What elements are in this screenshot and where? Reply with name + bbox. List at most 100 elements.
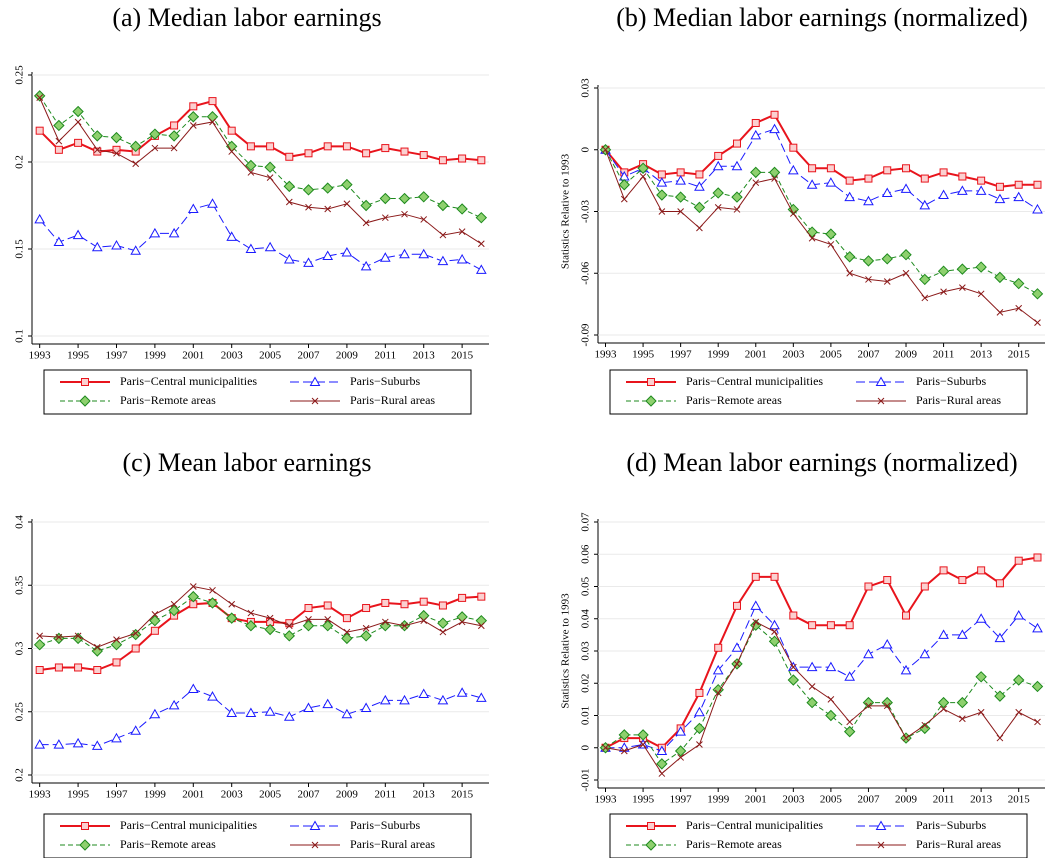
- marker: [881, 696, 893, 709]
- marker: [477, 156, 486, 165]
- marker: [647, 822, 655, 830]
- x-tick-label: 2001: [182, 789, 204, 801]
- marker: [902, 611, 911, 620]
- legend-label: Paris−Rural areas: [350, 837, 435, 851]
- marker: [264, 623, 276, 636]
- panel: (b) Median labor earnings (normalized) St…: [560, 3, 1045, 415]
- marker: [437, 199, 449, 212]
- series-line: [605, 128, 1038, 210]
- marker: [620, 195, 628, 203]
- x-tick-label: 2003: [782, 794, 805, 806]
- marker: [226, 707, 238, 718]
- marker: [733, 660, 741, 668]
- marker: [458, 154, 467, 163]
- marker: [658, 770, 666, 777]
- marker: [437, 255, 449, 266]
- marker: [789, 663, 797, 671]
- marker: [131, 644, 140, 653]
- marker: [677, 754, 684, 761]
- marker: [714, 204, 722, 211]
- marker: [418, 609, 430, 622]
- x-tick-label: 2009: [895, 794, 918, 806]
- marker: [381, 618, 389, 626]
- marker: [770, 572, 779, 581]
- marker: [322, 698, 334, 709]
- marker: [937, 265, 950, 277]
- marker: [79, 839, 91, 851]
- y-tick-label: 0.05: [580, 576, 592, 596]
- legend-label: Paris−Rural areas: [916, 393, 1001, 407]
- marker: [827, 241, 835, 248]
- marker: [53, 119, 65, 132]
- marker: [311, 397, 319, 405]
- marker: [883, 278, 891, 285]
- marker: [72, 632, 84, 645]
- marker: [875, 376, 887, 386]
- marker: [696, 224, 703, 232]
- x-tick-label: 1993: [29, 350, 52, 362]
- marker: [693, 201, 706, 214]
- marker: [343, 200, 351, 208]
- marker: [93, 643, 101, 651]
- marker: [74, 118, 82, 126]
- marker: [53, 739, 65, 749]
- marker: [93, 146, 101, 154]
- marker: [309, 820, 321, 830]
- marker: [1013, 674, 1025, 686]
- marker: [55, 633, 63, 641]
- marker: [937, 696, 950, 709]
- y-tick-label: 0.06: [580, 544, 592, 564]
- x-tick-label: 1997: [105, 350, 128, 362]
- marker: [113, 149, 120, 157]
- marker: [919, 648, 931, 659]
- series-line: [39, 688, 482, 747]
- marker: [902, 269, 910, 277]
- marker: [189, 583, 197, 590]
- marker: [877, 841, 885, 849]
- marker: [883, 702, 891, 710]
- marker: [1013, 277, 1025, 290]
- marker: [994, 193, 1006, 204]
- legend-label: Paris−Central municipalities: [686, 818, 823, 832]
- marker: [170, 600, 178, 608]
- marker: [150, 626, 159, 635]
- y-tick-label: 0.2: [14, 155, 26, 169]
- marker: [863, 195, 874, 206]
- marker: [168, 227, 180, 238]
- marker: [322, 250, 334, 260]
- marker: [789, 143, 798, 152]
- x-tick-label: 2013: [970, 794, 993, 806]
- series-line: [605, 149, 1038, 324]
- marker: [751, 572, 760, 581]
- marker: [341, 246, 353, 257]
- panel: (d) Mean labor earnings (normalized) Stat…: [560, 448, 1045, 858]
- x-tick-label: 2005: [259, 789, 282, 801]
- marker: [266, 174, 274, 182]
- x-tick-label: 1995: [67, 789, 90, 801]
- marker: [994, 632, 1006, 643]
- marker: [362, 149, 371, 158]
- marker: [456, 253, 468, 264]
- x-tick-label: 1995: [67, 350, 90, 362]
- marker: [418, 248, 430, 259]
- marker: [656, 189, 668, 201]
- marker: [881, 253, 893, 265]
- marker: [456, 687, 468, 697]
- legend: [43, 369, 472, 415]
- marker: [438, 601, 447, 610]
- series-line: [39, 95, 482, 219]
- marker: [920, 174, 929, 183]
- marker: [437, 617, 449, 629]
- x-tick-label: 2013: [970, 349, 993, 361]
- marker: [151, 610, 159, 618]
- marker: [305, 616, 312, 623]
- x-tick-label: 1993: [29, 789, 52, 801]
- x-tick-label: 2007: [857, 794, 880, 806]
- marker: [110, 131, 123, 144]
- marker: [342, 614, 351, 623]
- marker: [996, 309, 1004, 316]
- marker: [1014, 180, 1023, 189]
- marker: [321, 182, 334, 194]
- marker: [437, 694, 449, 705]
- marker: [401, 210, 408, 218]
